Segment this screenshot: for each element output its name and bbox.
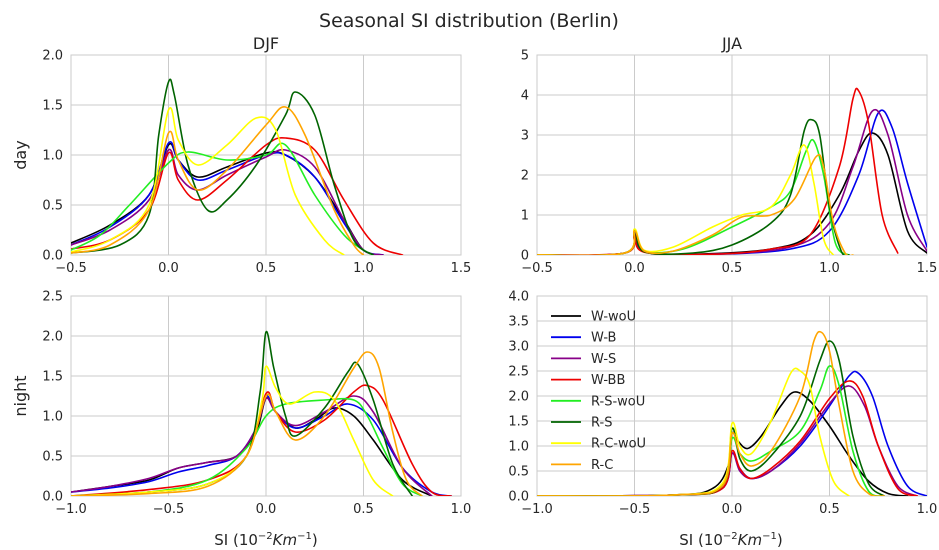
y-tick-label: 4	[521, 89, 529, 104]
legend-label-r-s: R-S	[591, 416, 612, 431]
y-tick-label: 1.5	[42, 99, 63, 114]
y-tick-label: 1.0	[42, 149, 63, 164]
x-axis-label-right: SI (10−2Km−1)	[679, 531, 782, 549]
x-tick-label: 1.0	[917, 502, 938, 517]
x-tick-label: 0.0	[158, 261, 179, 276]
series-line-r-c-wou	[537, 144, 835, 255]
x-tick-label: 0.5	[256, 261, 277, 276]
row-label-night: night	[11, 375, 30, 416]
x-tick-label: 1.5	[917, 261, 938, 276]
grid	[70, 54, 462, 256]
series-lines	[71, 331, 453, 496]
y-tick-label: 3	[521, 129, 529, 144]
x-tick-label: −1.0	[55, 502, 87, 517]
series-lines	[537, 330, 927, 496]
y-tick-label: 0	[521, 249, 529, 264]
y-tick-label: 2.0	[42, 330, 63, 345]
y-tick-label: 2.0	[508, 390, 529, 405]
x-tick-label: 1.0	[451, 502, 472, 517]
x-tick-label: −0.5	[521, 261, 553, 276]
panel-jja-night: −1.0 −0.5 0.0 0.5 1.0 0.0 0.5 1.0 1.5 2.0 2.5 3.0 3.…	[508, 290, 937, 518]
series-line-r-c-wou	[71, 365, 394, 496]
series-line-w-s	[71, 148, 384, 255]
panel-title: JJA	[721, 34, 742, 53]
x-tick-label: 0.5	[353, 502, 374, 517]
y-tick-label: 0.0	[42, 490, 63, 505]
x-tick-label: −0.5	[153, 502, 185, 517]
y-tick-label: 1.0	[42, 410, 63, 425]
y-tick-label: 3.5	[508, 315, 529, 330]
series-lines	[537, 87, 927, 255]
y-tick-label: 5	[521, 49, 529, 64]
series-line-w-bb	[537, 380, 919, 496]
figure-title: Seasonal SI distribution (Berlin)	[319, 10, 619, 32]
y-tick-label: 2.0	[42, 49, 63, 64]
x-tick-label: −0.5	[619, 502, 651, 517]
series-line-r-s	[71, 78, 375, 255]
x-axis-label-left: SI (10−2Km−1)	[214, 531, 317, 549]
series-line-r-c	[537, 153, 854, 255]
legend-label-w-bb: W-BB	[591, 373, 625, 388]
panel-djf-night: −1.0 −0.5 0.0 0.5 1.0 0.0 0.5 1.0 1.5 2.0 2.5	[42, 290, 471, 518]
x-tick-label: 1.0	[353, 261, 374, 276]
series-line-r-c	[537, 330, 885, 496]
legend-label-r-c-wou: R-C-woU	[591, 437, 646, 452]
y-tick-label: 4.0	[508, 290, 529, 305]
y-tick-label: 2.5	[508, 365, 529, 380]
legend-label-w-s: W-S	[591, 352, 616, 367]
panel-jja-day: −0.5 0.0 0.5 1.0 1.5 0 1 2 3 4 5 JJA	[521, 34, 938, 276]
series-line-w-s	[71, 395, 433, 496]
legend-label-r-c: R-C	[591, 458, 613, 473]
x-tick-label: 0.5	[819, 502, 840, 517]
x-tick-label: 1.0	[819, 261, 840, 276]
series-line-r-c-wou	[537, 367, 850, 496]
y-tick-label: 1.0	[508, 440, 529, 455]
x-tick-label: 1.5	[451, 261, 472, 276]
x-tick-label: −0.5	[55, 261, 87, 276]
series-line-r-c	[71, 106, 365, 255]
legend: W-woU W-B W-S W-BB R-S-woU R-S R-C-woU R-C	[551, 310, 646, 473]
x-tick-label: 0.0	[256, 502, 277, 517]
y-tick-label: 2.5	[42, 290, 63, 305]
y-tick-label: 0.0	[508, 490, 529, 505]
series-line-r-c	[71, 351, 423, 496]
series-line-r-c-wou	[71, 107, 345, 255]
y-tick-label: 2	[521, 169, 529, 184]
series-line-r-s-wou	[71, 142, 375, 255]
legend-label-r-s-wou: R-S-woU	[591, 394, 645, 409]
legend-label-w-wou: W-woU	[591, 310, 636, 325]
series-line-r-s-wou	[71, 397, 423, 496]
x-tick-label: 0.0	[722, 502, 743, 517]
x-tick-label: −1.0	[521, 502, 553, 517]
y-tick-label: 1.5	[508, 415, 529, 430]
series-lines	[71, 78, 404, 255]
x-tick-label: 0.5	[722, 261, 743, 276]
panel-title: DJF	[253, 34, 279, 53]
y-tick-label: 0.5	[42, 199, 63, 214]
legend-label-w-b: W-B	[591, 331, 616, 346]
y-tick-label: 0.5	[508, 465, 529, 480]
y-tick-label: 0.5	[42, 450, 63, 465]
x-tick-label: 0.0	[624, 261, 645, 276]
row-label-day: day	[11, 140, 30, 169]
y-tick-label: 0.0	[42, 249, 63, 264]
y-tick-label: 1.5	[42, 370, 63, 385]
y-tick-label: 3.0	[508, 340, 529, 355]
y-tick-label: 1	[521, 209, 529, 224]
